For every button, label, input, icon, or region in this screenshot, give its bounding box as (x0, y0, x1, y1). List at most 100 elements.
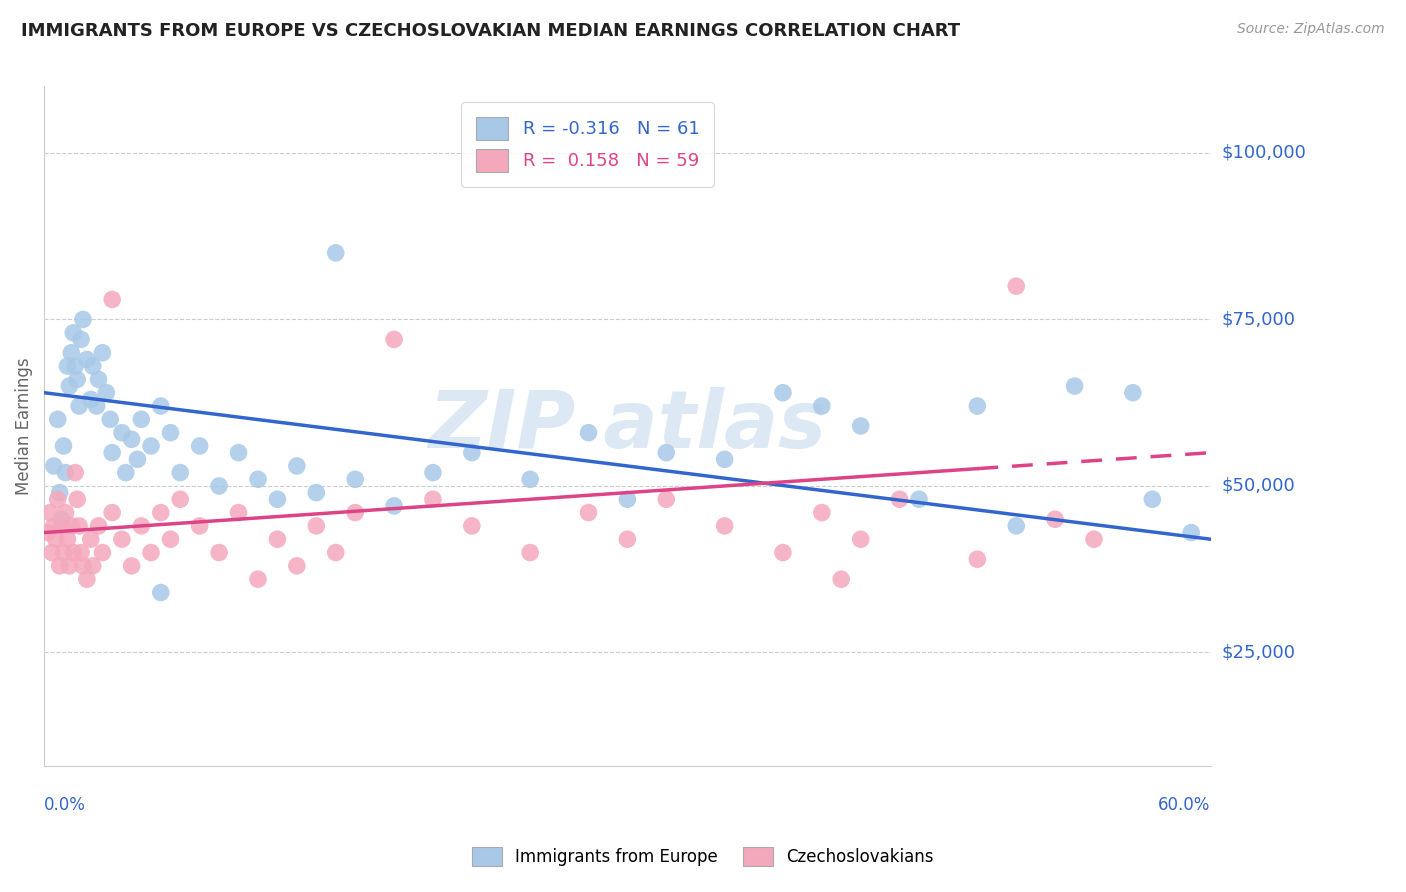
Point (80, 392, 103, 407)
Point (966, 552, 988, 566)
Text: 60.0%: 60.0% (1159, 797, 1211, 814)
Point (101, 293, 124, 307)
Point (51, 519, 73, 533)
Point (48, 485, 70, 500)
Point (188, 519, 211, 533)
Point (42, 458, 65, 473)
Point (87, 372, 110, 386)
Point (62, 545, 84, 559)
Point (48, 558, 70, 573)
Point (713, 452, 735, 467)
Text: $100,000: $100,000 (1222, 144, 1306, 162)
Point (382, 499, 405, 513)
Point (87, 519, 110, 533)
Point (285, 558, 308, 573)
Point (60, 345, 83, 359)
Legend: Immigrants from Europe, Czechoslovakians: Immigrants from Europe, Czechoslovakians (464, 838, 942, 875)
Point (325, 545, 347, 559)
Point (159, 533, 181, 547)
Point (1005, 519, 1028, 533)
Point (82, 558, 104, 573)
Point (80, 533, 103, 547)
Point (578, 425, 600, 440)
Point (228, 445, 250, 459)
Point (96, 385, 118, 400)
Point (46, 492, 69, 507)
Point (72, 312, 94, 326)
Text: IMMIGRANTS FROM EUROPE VS CZECHOSLOVAKIAN MEDIAN EARNINGS CORRELATION CHART: IMMIGRANTS FROM EUROPE VS CZECHOSLOVAKIA… (21, 22, 960, 40)
Point (149, 399, 172, 413)
Point (60, 519, 83, 533)
Point (66, 372, 89, 386)
Point (344, 506, 367, 520)
Point (41, 545, 63, 559)
Point (149, 506, 172, 520)
Point (149, 585, 172, 599)
Point (72, 558, 94, 573)
Point (55, 506, 77, 520)
Point (422, 466, 444, 480)
Point (810, 399, 832, 413)
Point (139, 439, 162, 453)
Point (76, 572, 98, 586)
Point (344, 472, 367, 486)
Point (58, 379, 80, 393)
Point (169, 492, 191, 507)
Point (208, 479, 231, 493)
Point (382, 333, 405, 347)
Point (101, 445, 124, 459)
Point (908, 492, 931, 507)
Point (52, 439, 75, 453)
Text: ZIP atlas: ZIP atlas (429, 387, 827, 465)
Point (616, 492, 638, 507)
Point (45, 533, 67, 547)
Point (86, 399, 108, 413)
Point (58, 558, 80, 573)
Point (127, 452, 149, 467)
Point (1142, 492, 1164, 507)
Point (70, 545, 93, 559)
Point (772, 545, 794, 559)
Point (889, 492, 911, 507)
Point (246, 472, 269, 486)
Text: 0.0%: 0.0% (44, 797, 86, 814)
Point (139, 545, 162, 559)
Point (82, 359, 104, 373)
Point (55, 466, 77, 480)
Point (91, 345, 114, 359)
Point (114, 466, 136, 480)
Point (461, 519, 484, 533)
Point (67, 519, 90, 533)
Point (63, 466, 86, 480)
Text: $75,000: $75,000 (1222, 310, 1296, 328)
Legend: R = -0.316   N = 61, R =  0.158   N = 59: R = -0.316 N = 61, R = 0.158 N = 59 (461, 103, 714, 186)
Point (266, 533, 288, 547)
Point (810, 506, 832, 520)
Text: $50,000: $50,000 (1222, 477, 1295, 495)
Point (228, 506, 250, 520)
Point (111, 533, 134, 547)
Point (37, 525, 59, 540)
Point (830, 572, 852, 586)
Point (305, 519, 328, 533)
Text: $25,000: $25,000 (1222, 643, 1296, 662)
Point (461, 445, 484, 459)
Point (713, 519, 735, 533)
Point (131, 519, 153, 533)
Point (966, 399, 988, 413)
Point (51, 512, 73, 526)
Point (1180, 525, 1202, 540)
Point (56, 533, 79, 547)
Point (849, 419, 872, 434)
Point (121, 433, 143, 447)
Point (1043, 512, 1066, 526)
Point (98, 412, 121, 426)
Point (63, 359, 86, 373)
Point (655, 445, 678, 459)
Point (39, 506, 62, 520)
Point (62, 326, 84, 340)
Point (1083, 533, 1105, 547)
Point (616, 533, 638, 547)
Point (1122, 385, 1144, 400)
Point (111, 425, 134, 440)
